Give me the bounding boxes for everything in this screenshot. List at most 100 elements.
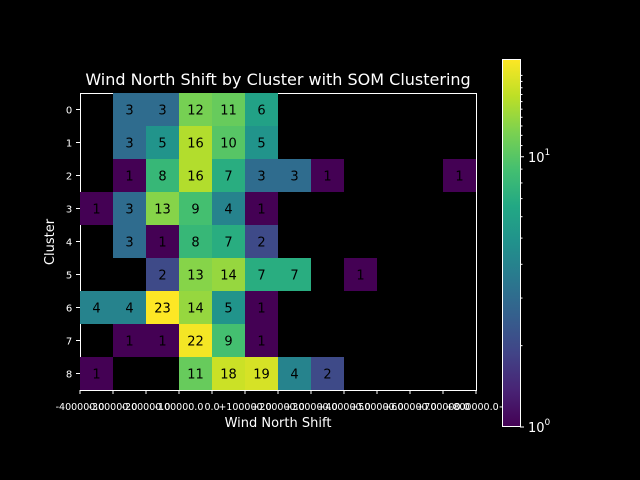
cell-value-label: 2 xyxy=(257,236,265,251)
x-tick-label: +400000.0 xyxy=(317,402,370,413)
colorbar-ticks: 100 101 xyxy=(520,74,551,436)
x-tick-label: +100000.0 xyxy=(218,402,271,413)
cell-value-label: 3 xyxy=(125,203,133,218)
cell-value-label: 7 xyxy=(224,170,232,185)
x-tick-label: +700000.0 xyxy=(416,402,469,413)
cell-value-label: 16 xyxy=(187,170,204,185)
cell-value-label: 7 xyxy=(224,236,232,251)
heatmap-cell xyxy=(245,291,278,324)
heatmap-cell xyxy=(146,93,179,126)
cell-value-label: 3 xyxy=(125,137,133,152)
cell-value-label: 7 xyxy=(257,269,265,284)
cell-value-label: 5 xyxy=(257,137,265,152)
heatmap-cell xyxy=(113,126,146,159)
y-tick-label: 6 xyxy=(66,304,72,315)
heatmap-cell xyxy=(311,159,344,192)
heatmap-cell xyxy=(146,291,179,324)
cell-value-label: 5 xyxy=(224,302,232,317)
y-axis-ticks: 0 1 2 3 4 5 6 7 8 xyxy=(66,106,80,381)
cell-value-label: 10 xyxy=(220,137,237,152)
cell-value-label: 5 xyxy=(158,137,166,152)
x-tick-label: +500000.0 xyxy=(350,402,403,413)
heatmap-cell-labels: 3 3 12 11 63 5 16 10 51 8 16 7 3 3 1 11 3 13 9 4 13 1 8 7 22 13 14… xyxy=(92,104,463,383)
cell-value-label: 4 xyxy=(92,302,100,317)
cell-value-label: 1 xyxy=(125,170,133,185)
heatmap-cell xyxy=(146,159,179,192)
cell-value-label: 4 xyxy=(224,203,232,218)
cell-value-label: 3 xyxy=(290,170,298,185)
y-tick-label: 0 xyxy=(66,106,72,117)
y-tick-label: 4 xyxy=(66,238,72,249)
heatmap-cell xyxy=(245,192,278,225)
cell-value-label: 2 xyxy=(158,269,166,284)
y-tick-label: 8 xyxy=(66,370,72,381)
heatmap-cell xyxy=(212,93,245,126)
cell-value-label: 1 xyxy=(92,368,100,383)
heatmap-cell xyxy=(245,159,278,192)
x-tick-label: +200000.0 xyxy=(251,402,304,413)
heatmap-cell xyxy=(245,225,278,258)
cell-value-label: 3 xyxy=(257,170,265,185)
x-tick-label: -200000.0 xyxy=(122,402,171,413)
cell-value-label: 3 xyxy=(125,236,133,251)
heatmap-cell xyxy=(179,126,212,159)
cell-value-label: 1 xyxy=(158,236,166,251)
heatmap-cell xyxy=(80,291,113,324)
x-tick-label: -100000.0 xyxy=(155,402,204,413)
heatmap-cell xyxy=(146,324,179,357)
heatmap-cell xyxy=(245,258,278,291)
heatmap-cell xyxy=(179,192,212,225)
cell-value-label: 14 xyxy=(220,269,237,284)
heatmap-cell xyxy=(146,258,179,291)
cell-value-label: 1 xyxy=(257,203,265,218)
cell-value-label: 1 xyxy=(125,335,133,350)
cell-value-label: 19 xyxy=(253,368,270,383)
cell-value-label: 3 xyxy=(158,104,166,119)
cell-value-label: 4 xyxy=(125,302,133,317)
y-tick-label: 3 xyxy=(66,205,72,216)
cell-value-label: 1 xyxy=(257,302,265,317)
heatmap-cell xyxy=(212,225,245,258)
cell-value-label: 14 xyxy=(187,302,204,317)
cell-value-label: 22 xyxy=(187,335,204,350)
heatmap-cell xyxy=(245,357,278,390)
heatmap-cell xyxy=(113,225,146,258)
y-tick-label: 2 xyxy=(66,172,72,183)
heatmap-cell xyxy=(311,357,344,390)
cell-value-label: 6 xyxy=(257,104,265,119)
cell-value-label: 2 xyxy=(323,368,331,383)
cell-value-label: 9 xyxy=(224,335,232,350)
y-tick-label: 7 xyxy=(66,337,72,348)
colorbar-tick-label: 100 xyxy=(528,418,551,436)
x-tick-label: 0.0 xyxy=(204,402,219,413)
heatmap-cell xyxy=(179,258,212,291)
heatmap-cell xyxy=(113,324,146,357)
cell-value-label: 18 xyxy=(220,368,237,383)
cell-value-label: 1 xyxy=(92,203,100,218)
cell-value-label: 3 xyxy=(125,104,133,119)
heatmap-cell xyxy=(113,159,146,192)
cell-value-label: 8 xyxy=(158,170,166,185)
heatmap-cell xyxy=(212,126,245,159)
y-tick-label: 1 xyxy=(66,139,72,150)
cell-value-label: 9 xyxy=(191,203,199,218)
y-axis-label: Cluster xyxy=(43,218,58,265)
heatmap-cell xyxy=(278,159,311,192)
heatmap-cell xyxy=(179,291,212,324)
cell-value-label: 8 xyxy=(191,236,199,251)
heatmap-cell xyxy=(179,225,212,258)
cell-value-label: 13 xyxy=(154,203,171,218)
heatmap-cell xyxy=(113,291,146,324)
heatmap-cell xyxy=(80,192,113,225)
heatmap-cell xyxy=(212,291,245,324)
cell-value-label: 13 xyxy=(187,269,204,284)
heatmap-cell xyxy=(179,324,212,357)
cell-value-label: 1 xyxy=(323,170,331,185)
heatmap-cell xyxy=(278,258,311,291)
heatmap-cell xyxy=(146,225,179,258)
heatmap-cell xyxy=(344,258,377,291)
cell-value-label: 1 xyxy=(158,335,166,350)
heatmap-cell xyxy=(179,93,212,126)
heatmap-cell xyxy=(113,192,146,225)
heatmap-cells xyxy=(80,93,476,390)
